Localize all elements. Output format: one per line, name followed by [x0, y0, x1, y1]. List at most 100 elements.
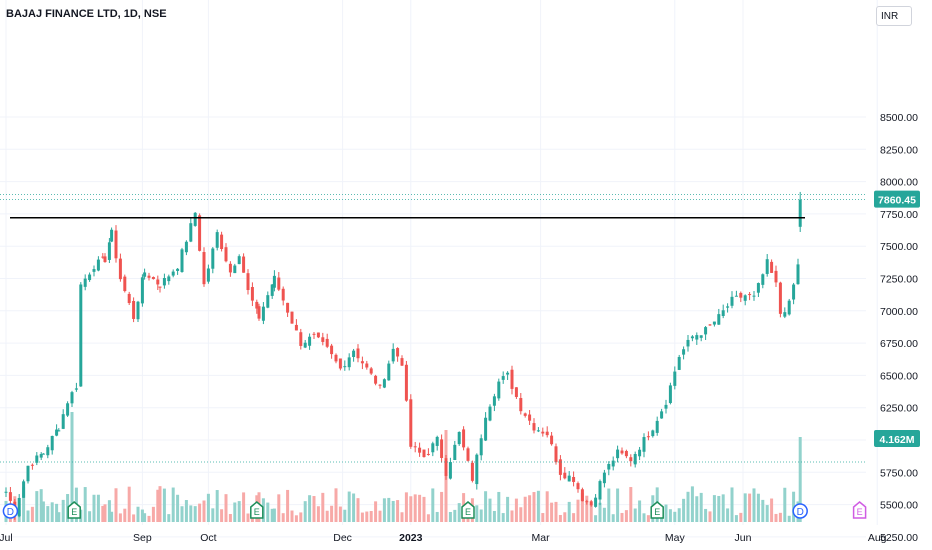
volume-bar [151, 506, 155, 522]
y-tick-label: 8500.00 [880, 112, 918, 124]
volume-bar [176, 494, 180, 522]
dividend-marker-label: D [797, 507, 804, 518]
candle-body [418, 447, 422, 453]
volume-bar [704, 508, 708, 522]
candle-body [730, 296, 734, 306]
currency-button[interactable]: INR [876, 6, 912, 26]
volume-bar [83, 487, 87, 522]
candle-body [413, 446, 417, 448]
volume-bar [418, 494, 422, 522]
candle-body [704, 327, 708, 335]
volume-bar [422, 496, 426, 522]
y-tick-label: 7000.00 [880, 306, 918, 318]
volume-bar [321, 492, 325, 522]
volume-bar [629, 487, 633, 522]
candle-body [404, 364, 408, 401]
volume-bar [294, 515, 298, 522]
volume-bar [721, 494, 725, 522]
candle-body [270, 284, 274, 296]
y-tick-label: 5750.00 [880, 467, 918, 479]
candle-body [629, 457, 633, 462]
volume-bar [118, 513, 122, 522]
candle-body [536, 430, 540, 432]
candle-body [224, 247, 228, 262]
candle-body [660, 411, 664, 419]
volume-bar [431, 488, 435, 522]
volume-bar [475, 505, 479, 522]
volume-bar [96, 494, 100, 522]
candle-body [242, 256, 246, 273]
candle-body [272, 275, 276, 288]
candle-body [783, 312, 787, 317]
volume-bar [57, 512, 61, 522]
candle-body [96, 259, 100, 271]
volume-bar [70, 412, 74, 522]
candle-body [664, 404, 668, 409]
candle-body [457, 432, 461, 445]
candle-body [475, 454, 479, 485]
earnings-marker-label: E [254, 507, 260, 517]
candle-body [396, 348, 400, 357]
candle-body [294, 324, 298, 331]
candle-body [151, 277, 155, 280]
candle-body [602, 472, 606, 484]
candle-body [638, 449, 642, 457]
candle-body [668, 385, 672, 404]
candle-body [409, 399, 413, 447]
volume-bar [281, 513, 285, 522]
candle-body [598, 481, 602, 500]
y-tick-label: 7250.00 [880, 274, 918, 286]
candle-body [50, 435, 54, 451]
candle-body [673, 371, 677, 386]
dividend-marker-label: D [7, 507, 14, 518]
price-axis[interactable]: 5000.005250.005500.005750.006000.006250.… [880, 112, 918, 550]
candle-body [347, 357, 351, 368]
candle-body [147, 275, 151, 278]
volume-bar [536, 490, 540, 522]
y-tick-label: 6500.00 [880, 370, 918, 382]
candle-body [74, 388, 78, 390]
last-price-label: 7860.45 [878, 195, 916, 207]
candle-body [184, 241, 188, 253]
volume-bar [770, 498, 774, 522]
volume-bar [479, 509, 483, 522]
volume-bar [237, 501, 241, 522]
volume-bar [22, 487, 26, 522]
volume-bar [246, 513, 250, 522]
candle-body [127, 293, 131, 304]
candle-body [356, 348, 360, 359]
candle-body [792, 284, 796, 300]
grid-lines [0, 0, 878, 538]
time-axis[interactable]: Jul Sep Oct Dec 2023 Mar May Jun Aug [0, 532, 887, 544]
volume-bar [607, 488, 611, 522]
candle-body [426, 453, 430, 455]
x-tick-label: Jul [0, 532, 13, 544]
candle-body [510, 369, 514, 389]
volume-bar [343, 509, 347, 522]
y-tick-label: 5250.00 [880, 532, 918, 544]
candle-body [448, 462, 452, 479]
candle-body [624, 450, 628, 457]
candle-body [92, 269, 96, 272]
volume-bar [26, 510, 30, 522]
candle-body [202, 252, 206, 285]
candle-body [585, 501, 589, 503]
candle-body [765, 259, 769, 274]
candle-body [422, 449, 426, 458]
candle-body [136, 301, 140, 320]
candle-body [492, 396, 496, 406]
y-tick-label: 6750.00 [880, 338, 918, 350]
volume-bar [338, 506, 342, 522]
volume-bar [103, 504, 107, 522]
candle-body [316, 332, 320, 338]
candle-body [787, 300, 791, 315]
volume-bar [668, 509, 672, 522]
volume-bar [242, 492, 246, 522]
volume-bar [550, 502, 554, 522]
candle-body [532, 423, 536, 431]
candle-body [143, 272, 147, 277]
candle-body [220, 234, 224, 250]
volume-bar [266, 502, 270, 522]
